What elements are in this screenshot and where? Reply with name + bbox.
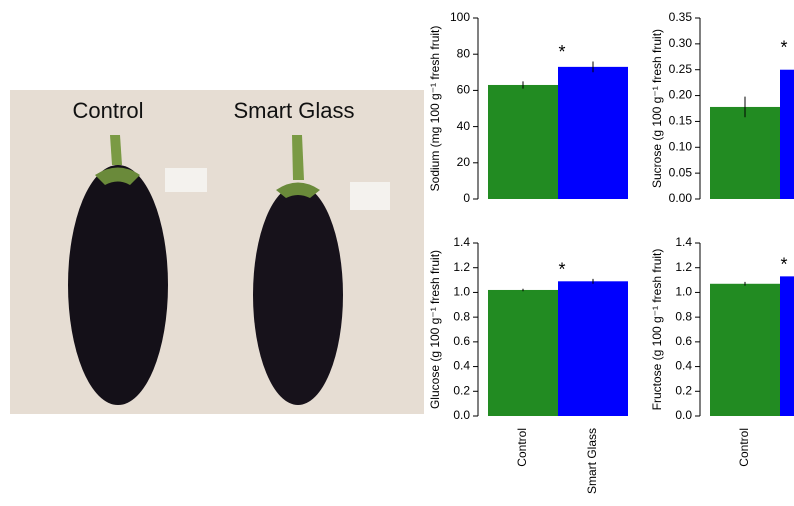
- bar: [488, 289, 558, 416]
- y-tick-label: 0.8: [675, 309, 692, 323]
- x-tick-label: Smart Glass: [585, 428, 599, 494]
- y-tick-label: 1.0: [453, 285, 470, 299]
- bar: [710, 106, 780, 199]
- y-tick-label: 0: [463, 191, 470, 205]
- y-tick-label: 0.0: [675, 408, 692, 422]
- annotation: *: [558, 42, 565, 62]
- y-axis-label: Sucrose (g 100 g⁻¹ fresh fruit): [650, 29, 664, 188]
- photo-label: Control: [73, 98, 144, 123]
- calyx: [276, 182, 320, 198]
- y-axis-label: Glucose (g 100 g⁻¹ fresh fruit): [428, 250, 442, 409]
- y-tick-label: 20: [457, 155, 471, 169]
- stem: [292, 135, 304, 180]
- y-tick-label: 0.10: [669, 139, 693, 153]
- bar: [710, 283, 780, 416]
- y-tick-label: 0.4: [675, 359, 692, 373]
- y-tick-label: 100: [450, 10, 470, 24]
- y-tick-label: 0.8: [453, 309, 470, 323]
- y-tick-label: 0.2: [453, 383, 470, 397]
- y-tick-label: 0.6: [675, 334, 692, 348]
- x-tick-label: Control: [515, 428, 529, 467]
- y-tick-label: 0.00: [669, 191, 693, 205]
- bar: [780, 69, 794, 199]
- bar: [558, 66, 628, 200]
- y-tick-label: 0.30: [669, 36, 693, 50]
- y-tick-label: 1.2: [453, 260, 470, 274]
- y-axis-label: Fructose (g 100 g⁻¹ fresh fruit): [650, 249, 664, 411]
- tag: [165, 168, 207, 192]
- annotation: *: [558, 260, 565, 280]
- y-tick-label: 1.2: [675, 260, 692, 274]
- y-tick-label: 1.4: [453, 235, 470, 249]
- y-tick-label: 0.20: [669, 88, 693, 102]
- y-axis-label: Sodium (mg 100 g⁻¹ fresh fruit): [428, 26, 442, 192]
- y-tick-label: 0.35: [669, 10, 693, 24]
- annotation: *: [780, 38, 787, 58]
- photo: Control Smart Glass: [10, 90, 424, 414]
- tag: [350, 182, 390, 210]
- y-tick-label: 40: [457, 119, 471, 133]
- y-tick-label: 0.25: [669, 62, 693, 76]
- y-tick-label: 0.05: [669, 165, 693, 179]
- y-tick-label: 0.0: [453, 408, 470, 422]
- calyx: [95, 167, 140, 185]
- stem: [110, 135, 122, 165]
- y-tick-label: 80: [457, 46, 471, 60]
- eggplant: [68, 165, 168, 405]
- y-tick-label: 0.2: [675, 383, 692, 397]
- y-tick-label: 1.0: [675, 285, 692, 299]
- y-tick-label: 0.15: [669, 114, 693, 128]
- x-tick-label: Control: [737, 428, 751, 467]
- eggplant: [253, 185, 343, 405]
- bar: [558, 281, 628, 416]
- bar: [488, 84, 558, 199]
- y-tick-label: 1.4: [675, 235, 692, 249]
- y-tick-label: 60: [457, 83, 471, 97]
- photo-label: Smart Glass: [233, 98, 354, 123]
- y-tick-label: 0.4: [453, 359, 470, 373]
- y-tick-label: 0.6: [453, 334, 470, 348]
- bar: [780, 276, 794, 416]
- annotation: *: [780, 255, 787, 275]
